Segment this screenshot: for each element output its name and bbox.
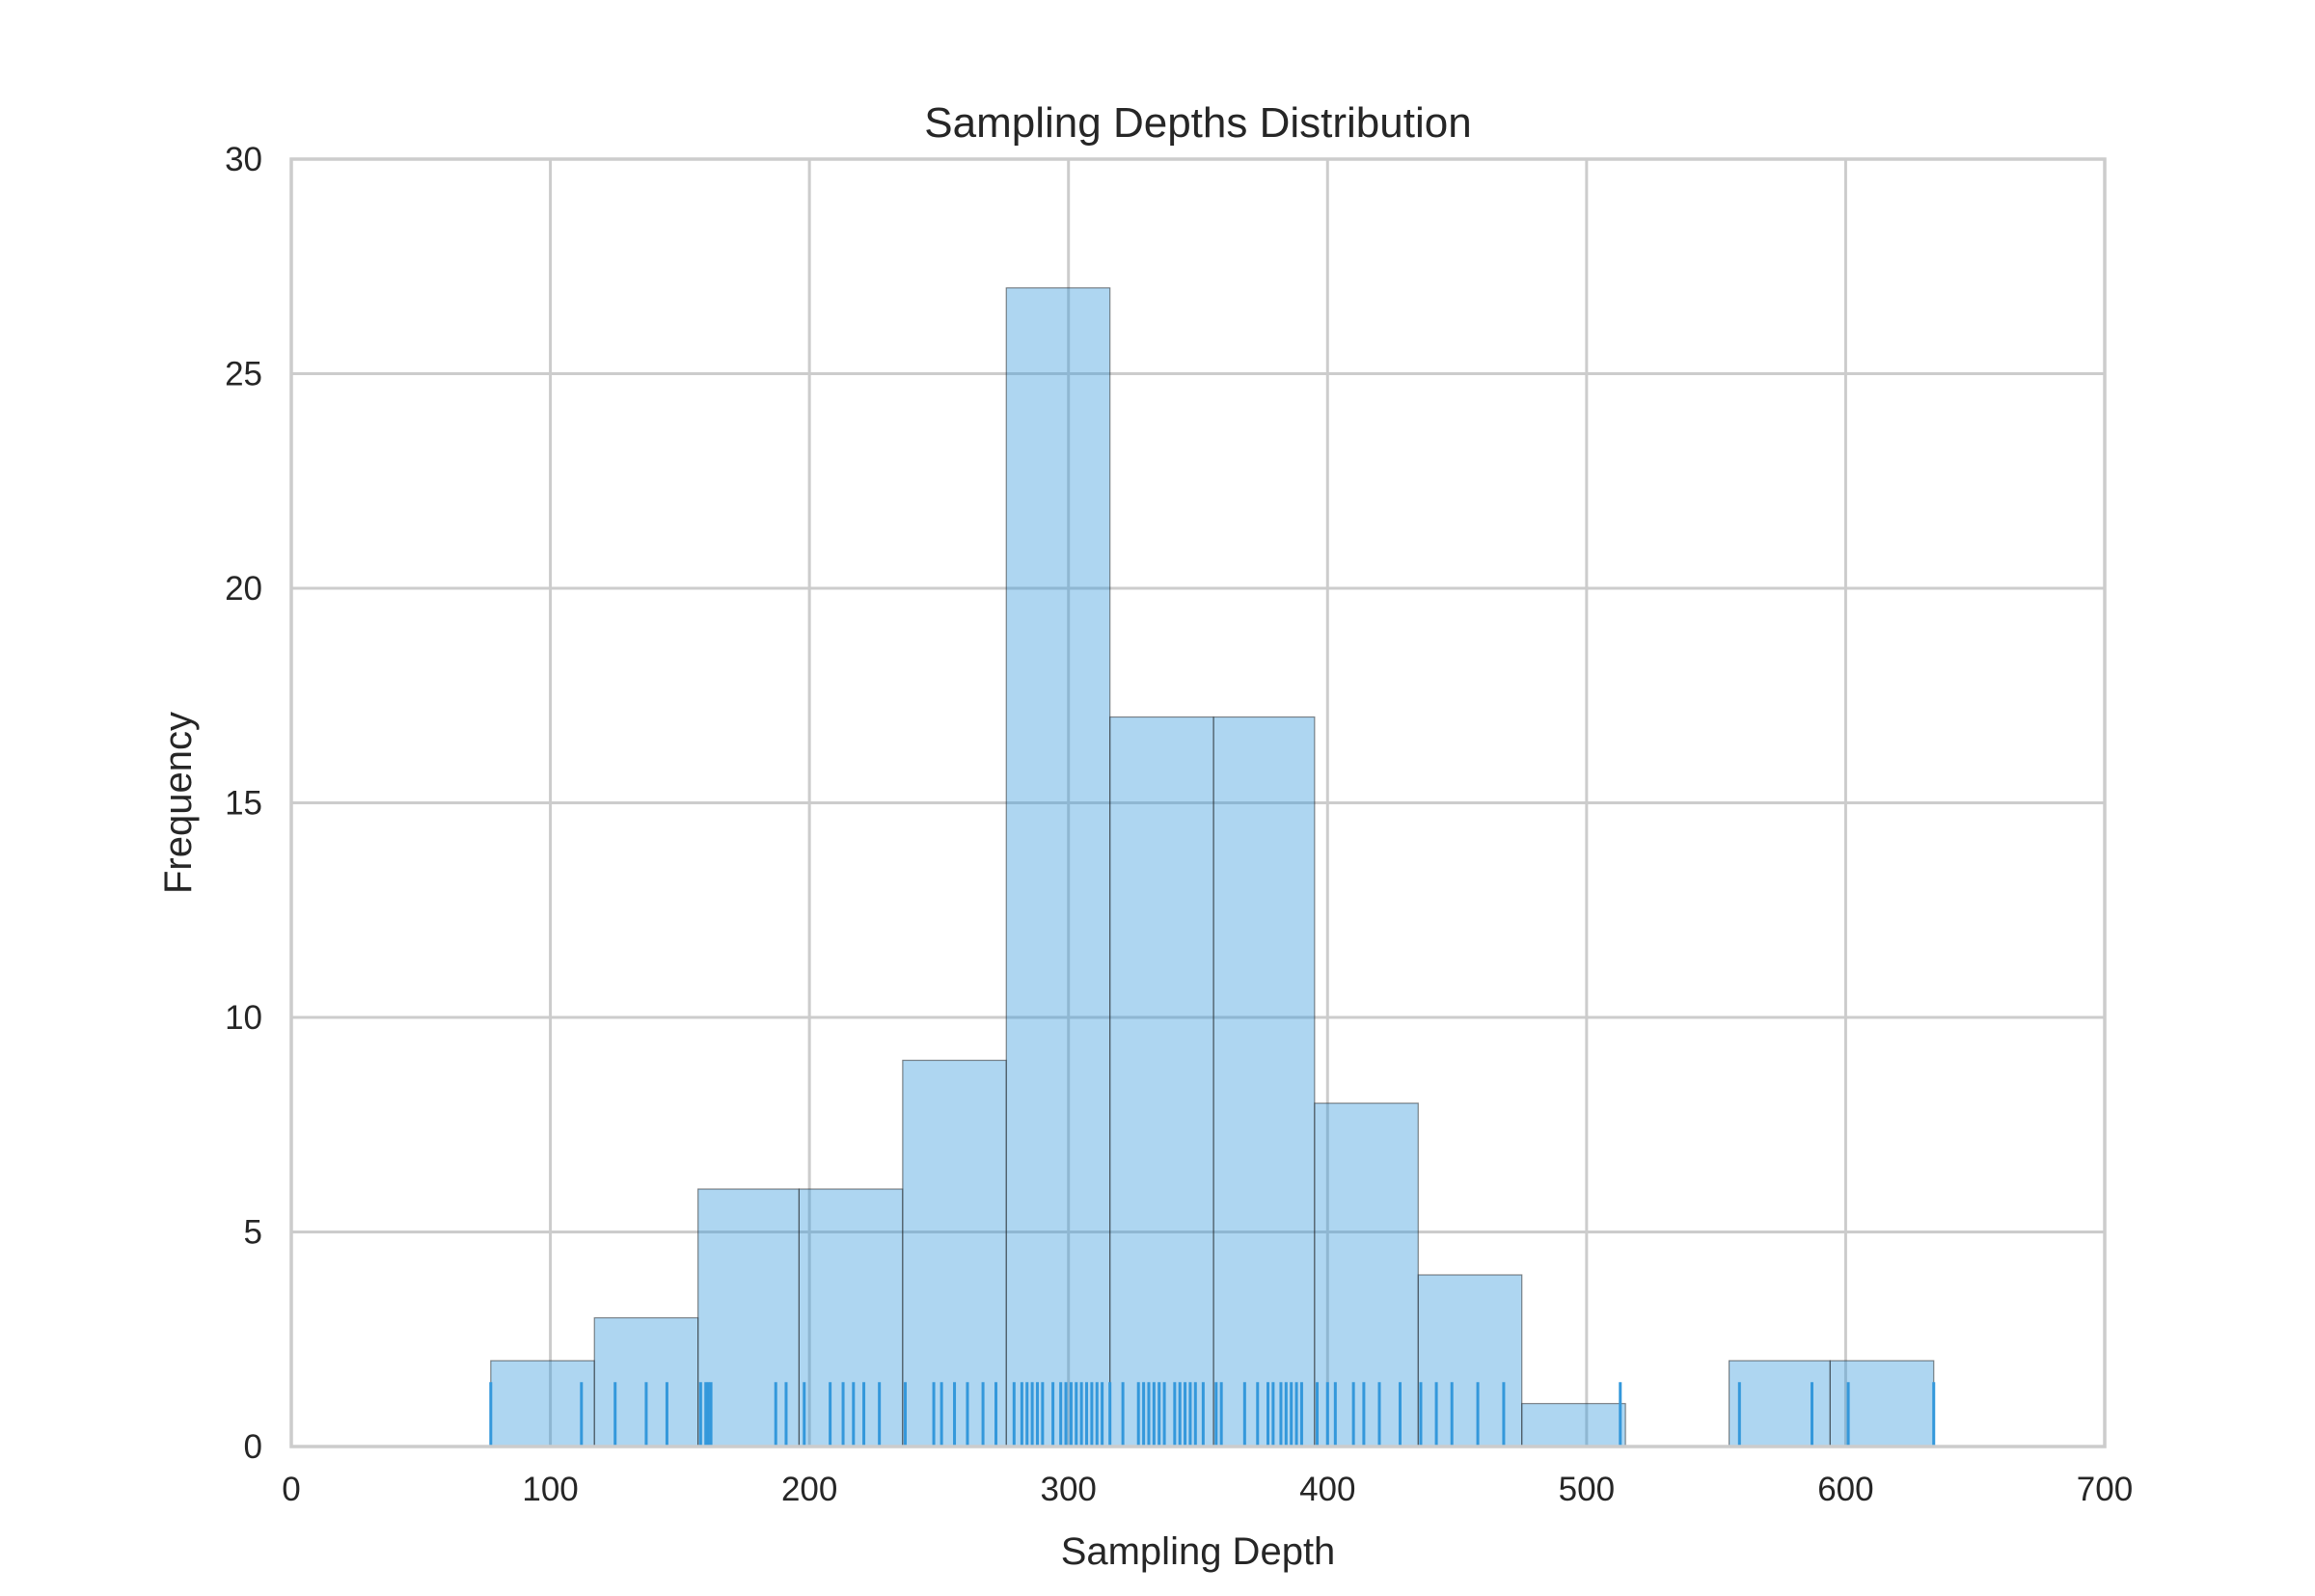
x-tick-label: 400 xyxy=(1299,1471,1355,1508)
y-tick-label: 25 xyxy=(225,356,262,393)
histogram-bar xyxy=(697,1188,801,1447)
histogram-bar xyxy=(1728,1360,1831,1447)
histogram-bar xyxy=(1212,716,1316,1447)
x-tick-label: 300 xyxy=(1041,1471,1097,1508)
rug-layer xyxy=(489,1382,1936,1447)
x-tick-label: 0 xyxy=(282,1471,300,1508)
y-tick-label: 30 xyxy=(225,141,262,178)
x-tick-label: 600 xyxy=(1817,1471,1873,1508)
histogram-bar xyxy=(1005,286,1111,1447)
chart-title: Sampling Depths Distribution xyxy=(924,99,1471,147)
x-tick-label: 500 xyxy=(1559,1471,1615,1508)
plot-frame xyxy=(289,157,2107,1448)
bar-layer xyxy=(490,286,1935,1447)
histogram-bar xyxy=(1521,1402,1626,1447)
x-tick-label: 700 xyxy=(2077,1471,2133,1508)
y-axis-label: Frequency xyxy=(157,712,200,894)
histogram-bar xyxy=(1417,1274,1523,1447)
y-tick-label: 0 xyxy=(244,1428,262,1466)
grid-layer xyxy=(289,157,2107,1448)
x-axis-label: Sampling Depth xyxy=(1061,1530,1336,1573)
histogram-bar xyxy=(490,1360,595,1447)
histogram-bar xyxy=(1829,1360,1935,1447)
x-tick-label: 100 xyxy=(522,1471,578,1508)
y-tick-label: 5 xyxy=(244,1214,262,1252)
histogram-bar xyxy=(798,1188,904,1447)
y-tick-label: 20 xyxy=(225,570,262,608)
y-tick-label: 15 xyxy=(225,785,262,823)
histogram-bar xyxy=(1109,716,1214,1447)
x-tick-label: 200 xyxy=(781,1471,837,1508)
y-tick-label: 10 xyxy=(225,999,262,1037)
tick-label-layer: 0 100 200 300 400 500 600 700 0 5 10 15 20 25 30 xyxy=(225,141,2133,1508)
histogram-bar xyxy=(1314,1102,1419,1447)
